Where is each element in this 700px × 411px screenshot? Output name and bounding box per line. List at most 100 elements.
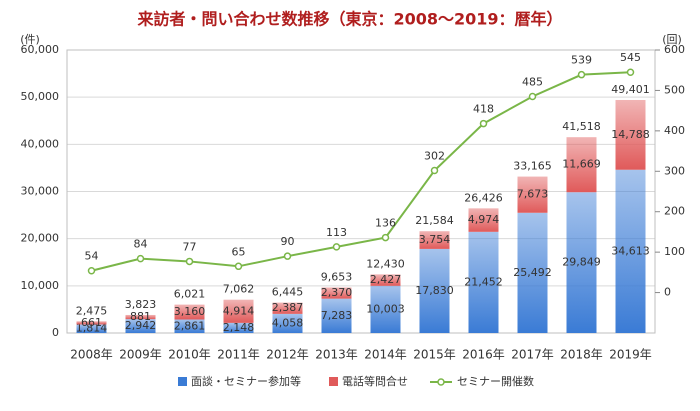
y-axis-title: (件)	[20, 33, 40, 46]
bar-segment	[321, 287, 352, 299]
bar-value-label: 10,003	[366, 302, 405, 315]
x-tick-label: 2018年	[560, 348, 603, 362]
y2-tick-label: 500	[664, 83, 685, 96]
total-label: 49,401	[611, 83, 650, 96]
legend-swatch	[178, 377, 187, 386]
bar-segment	[566, 137, 597, 193]
line-marker	[283, 252, 292, 260]
bar-value-label: 21,452	[464, 275, 503, 288]
legend-label: セミナー開催数	[457, 374, 534, 388]
line-marker	[381, 233, 390, 242]
bar-value-label: 7,673	[517, 188, 549, 201]
bar-segment	[272, 302, 303, 314]
line-marker	[87, 266, 96, 275]
x-tick-label: 2009年	[119, 348, 162, 362]
line-value-label: 90	[281, 235, 295, 248]
y-tick-label: 40,000	[21, 137, 60, 150]
bar-value-label: 29,849	[562, 256, 601, 269]
line-marker	[332, 243, 341, 251]
legend-label: 電話等問合せ	[342, 374, 408, 388]
y-tick-label: 50,000	[21, 90, 60, 103]
bar-segment	[223, 322, 254, 333]
bar-value-label: 4,914	[223, 304, 255, 317]
bar-value-label: 4,974	[468, 213, 500, 226]
bar-value-label: 2,427	[370, 273, 402, 286]
line-marker	[528, 92, 537, 101]
y2-tick-label: 0	[664, 286, 671, 299]
line-marker	[136, 254, 145, 263]
line-value-label: 302	[424, 149, 445, 162]
bar-value-label: 17,830	[415, 284, 454, 297]
x-tick-label: 2016年	[462, 348, 505, 362]
line-value-label: 54	[85, 250, 99, 263]
bar-segment	[468, 231, 499, 333]
bar-segment	[174, 304, 205, 320]
bar-value-label: 34,613	[611, 244, 650, 257]
bar-segment	[517, 212, 548, 333]
bar-value-label: 2,861	[174, 319, 206, 332]
y2-tick-label: 300	[664, 164, 685, 177]
total-label: 6,021	[174, 288, 206, 301]
bar-value-label: 11,669	[562, 158, 601, 171]
y2-tick-label: 100	[664, 245, 685, 258]
bar-value-label: 661	[81, 316, 102, 329]
line-value-label: 418	[473, 103, 494, 116]
y-tick-label: 30,000	[21, 185, 60, 198]
x-tick-label: 2013年	[315, 348, 358, 362]
bar-value-label: 3,754	[419, 233, 451, 246]
line-marker	[479, 119, 488, 128]
total-label: 12,430	[366, 257, 405, 270]
y-tick-label: 20,000	[21, 232, 60, 245]
x-tick-label: 2011年	[217, 348, 260, 362]
y-tick-label: 0	[52, 326, 59, 339]
line-value-label: 545	[620, 51, 641, 64]
legend-swatch	[329, 377, 338, 386]
total-label: 9,653	[321, 270, 353, 283]
bar-value-label: 2,370	[321, 286, 353, 299]
legend-label: 面談・セミナー参加等	[191, 374, 301, 388]
chart-title: 来訪者・問い合わせ数推移（東京：2008～2019：暦年）	[136, 10, 562, 29]
bar-segment	[615, 99, 646, 170]
bar-value-label: 7,283	[321, 309, 353, 322]
line-marker	[430, 166, 439, 175]
bar-segment	[419, 231, 450, 249]
bar-value-label: 2,148	[223, 321, 255, 334]
line-value-label: 84	[134, 238, 148, 251]
x-tick-label: 2019年	[609, 348, 652, 362]
bar-segment	[174, 319, 205, 333]
x-tick-label: 2008年	[70, 348, 113, 362]
legend-marker	[437, 378, 445, 386]
total-label: 7,062	[223, 283, 255, 296]
total-label: 6,445	[272, 286, 304, 299]
bar-segment	[370, 285, 401, 333]
line-marker	[626, 68, 635, 76]
bar-segment	[76, 321, 107, 325]
total-label: 26,426	[464, 191, 503, 204]
bar-segment	[125, 314, 156, 320]
bar-segment	[76, 324, 107, 333]
bar-value-label: 881	[130, 310, 151, 323]
bar-value-label: 4,058	[272, 316, 304, 329]
total-label: 41,518	[562, 120, 601, 133]
line-marker	[234, 262, 243, 271]
bar-value-label: 1,814	[76, 322, 108, 335]
total-label: 21,584	[415, 214, 454, 227]
x-tick-label: 2017年	[511, 348, 554, 362]
bar-segment	[370, 274, 401, 286]
total-label: 2,475	[76, 304, 108, 317]
line-value-label: 77	[183, 240, 197, 253]
plot-border	[66, 49, 656, 334]
bar-segment	[272, 313, 303, 333]
x-tick-label: 2014年	[364, 348, 407, 362]
y-tick-label: 10,000	[21, 279, 60, 292]
line-value-label: 485	[522, 75, 543, 88]
bar-segment	[615, 169, 646, 333]
bar-value-label: 14,788	[611, 128, 650, 141]
y2-tick-label: 400	[664, 124, 685, 137]
bar-segment	[125, 319, 156, 333]
y2-axis-title: (回)	[662, 33, 682, 46]
line-value-label: 65	[232, 245, 246, 258]
bar-segment	[419, 248, 450, 333]
bar-value-label: 25,492	[513, 266, 552, 279]
